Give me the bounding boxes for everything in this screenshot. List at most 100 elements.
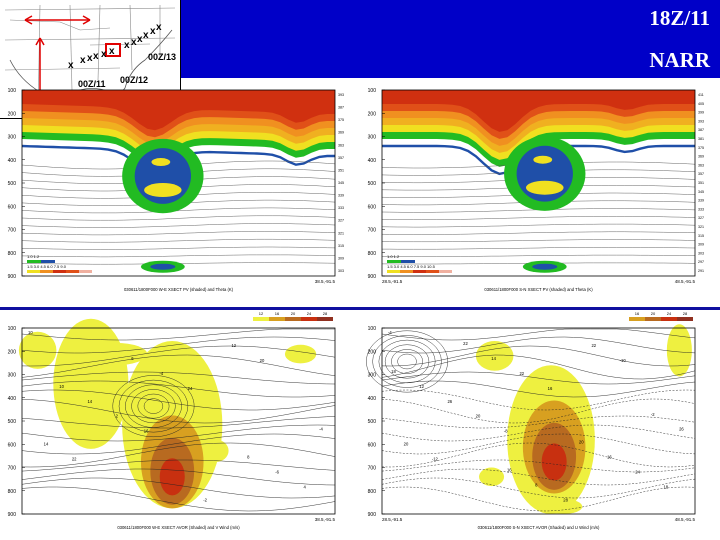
contour-label-1: 16	[144, 429, 149, 434]
theta-label-363: 363	[698, 163, 704, 167]
wind-contour-1	[381, 336, 696, 354]
wind-contour-9	[381, 424, 696, 442]
contour-label-5: 4	[303, 484, 306, 489]
legend-value-28: 28	[683, 312, 688, 316]
legend-swatch-0	[27, 270, 40, 273]
contour-label-2: -10	[620, 358, 627, 363]
jet-contour-3	[378, 339, 436, 384]
theta-contour-7	[381, 216, 696, 220]
jet-contour-2	[384, 344, 430, 379]
track-label-00z12: 00Z/12	[120, 75, 148, 85]
avor-shade-yellow-3	[84, 342, 148, 366]
y-tick-300: 300	[8, 135, 17, 141]
legend-swatch-blue	[41, 260, 55, 263]
theta-label-321: 321	[338, 231, 344, 235]
legend-swatch-28	[317, 317, 333, 321]
pv-we-panel: 393 387 375 369 363 357 351 345 339 333 327 321 315 3…	[8, 88, 344, 292]
theta-label-309: 309	[698, 243, 704, 247]
theta-label-339: 339	[338, 194, 344, 198]
legend-value-16: 16	[635, 312, 640, 316]
pv-band-0	[382, 90, 695, 132]
contour-label-10: 24	[635, 470, 640, 475]
track-mark-0: x	[68, 60, 74, 71]
contour-label-19: 22	[463, 341, 468, 346]
contour-label-6: 20	[476, 414, 481, 419]
contour-label-3: -12	[432, 456, 439, 461]
panel-divider	[0, 307, 720, 310]
theta-label-333: 333	[338, 206, 344, 210]
y-tick-800: 800	[8, 251, 17, 257]
theta-label-357: 357	[698, 172, 704, 176]
y-tick-700: 700	[8, 466, 17, 472]
wind-contour-9	[21, 424, 336, 442]
pv-band-0	[22, 90, 335, 131]
contour-label-9: -4	[159, 371, 163, 376]
jet-contour-4	[118, 379, 189, 433]
theta-contour-8	[381, 223, 696, 228]
contour-label-16: 10	[59, 384, 64, 389]
x-left-end: 28.5,-91.5	[382, 279, 403, 284]
theta-label-303: 303	[338, 269, 344, 273]
track-mark-8: x	[137, 34, 143, 45]
track-mark-10: x	[150, 26, 156, 37]
contour-label-18: -2	[651, 412, 655, 417]
panel-caption: 030611/1800F000 W-E XSECT PV (shaded) an…	[124, 287, 234, 292]
theta-label-303: 303	[698, 251, 704, 255]
track-label-00z13: 00Z/13	[148, 52, 176, 62]
contour-label-13: -4	[319, 427, 323, 432]
x-right-end: 38.5,-91.5	[315, 517, 336, 522]
contour-label-6: 2	[116, 414, 119, 419]
pv-anomaly-core-upper	[151, 158, 171, 167]
contour-label-14: 14	[491, 356, 496, 361]
theta-label-387: 387	[698, 128, 704, 132]
contour-label-5: 18	[663, 484, 668, 489]
wind-contour-13	[381, 468, 696, 486]
y-tick-600: 600	[8, 442, 17, 448]
avor-shade-yellow-4	[284, 344, 317, 364]
theta-label-369: 369	[698, 155, 704, 159]
legend-row2: 1.5 3.0 4.5 6.0 7.5 9.0 10.5	[387, 264, 436, 269]
contour-label-11: 26	[447, 399, 452, 404]
panel-caption: 030611/1800F000 S-N XSECT AVOR (Shaded) …	[478, 525, 600, 530]
y-tick-200: 200	[8, 111, 17, 117]
wind-contour-14	[21, 477, 336, 499]
track-mark-4: x	[101, 49, 107, 60]
contour-label-20: 20	[579, 440, 584, 445]
legend-swatch-0	[387, 270, 400, 273]
contour-label-12: 28	[563, 497, 568, 502]
theta-contour-11	[21, 246, 336, 250]
theta-label-393: 393	[338, 93, 344, 97]
theta-label-297: 297	[698, 260, 704, 264]
avor-shade-yellow-0	[475, 341, 514, 371]
y-tick-400: 400	[368, 158, 377, 164]
pv-lowlevel-inner	[150, 263, 176, 270]
theta-label-369: 369	[338, 131, 344, 135]
y-tick-400: 400	[368, 396, 377, 402]
legend-swatch-3	[66, 270, 79, 273]
legend-swatch-4	[79, 270, 92, 273]
wind-contour-4	[381, 371, 696, 385]
storm-track: x x x x x xx x x x x x	[68, 22, 162, 71]
theta-label-315: 315	[338, 244, 344, 248]
theta-contour-7	[21, 215, 336, 221]
wind-contour-4	[21, 371, 336, 385]
jet-contour-1	[137, 393, 170, 419]
theta-label-321: 321	[698, 225, 704, 229]
legend-swatch-16	[629, 317, 645, 321]
jet-contour-0	[397, 353, 417, 370]
wind-contour-15	[21, 486, 336, 512]
pv-anomaly-core-lower	[525, 180, 564, 195]
wind-contour-14	[381, 477, 696, 499]
avor-shade-yellow-5	[203, 439, 229, 462]
y-tick-600: 600	[368, 442, 377, 448]
pv-sn-panel: 411 405 399 393 387 381 375 369 363 357 351 345 339 3…	[368, 88, 704, 292]
track-mark-9: x	[143, 30, 149, 41]
legend-swatch-2	[413, 270, 426, 273]
theta-label-351: 351	[338, 168, 344, 172]
legend-swatch-20	[645, 317, 661, 321]
y-tick-800: 800	[368, 251, 377, 257]
contour-label-4: 24	[188, 386, 193, 391]
contour-label-11: 14	[87, 399, 92, 404]
y-tick-100: 100	[8, 326, 17, 332]
wind-contour-0	[381, 328, 696, 341]
